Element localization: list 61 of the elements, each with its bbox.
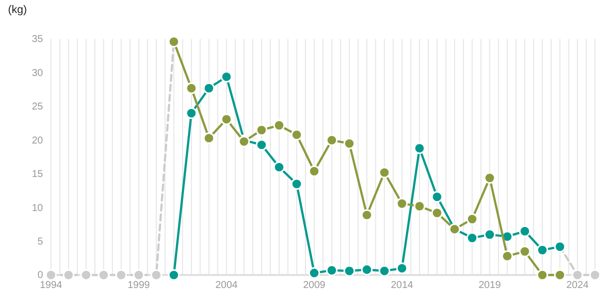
point xyxy=(396,262,408,274)
point xyxy=(361,264,373,276)
point xyxy=(536,244,548,256)
point xyxy=(132,269,145,281)
point xyxy=(45,269,57,281)
x-tick-label: 1999 xyxy=(128,280,150,292)
point xyxy=(378,166,390,178)
y-tick-label: 30 xyxy=(32,68,44,79)
point xyxy=(519,246,531,258)
point xyxy=(554,269,566,281)
point xyxy=(589,269,601,281)
point xyxy=(572,269,584,281)
y-tick-label: 35 xyxy=(32,34,44,46)
x-tick-label: 2014 xyxy=(390,280,414,292)
point xyxy=(220,113,232,126)
y-tick-label: 20 xyxy=(32,135,44,146)
point xyxy=(80,269,92,281)
point xyxy=(115,269,127,281)
point xyxy=(414,200,426,212)
point xyxy=(290,178,302,190)
point xyxy=(326,264,338,276)
point xyxy=(378,265,390,277)
point xyxy=(186,82,198,94)
point xyxy=(519,225,531,237)
point xyxy=(431,190,443,203)
point xyxy=(536,269,548,281)
point xyxy=(273,161,285,173)
point xyxy=(98,269,110,281)
x-tick-label: 2009 xyxy=(303,280,326,292)
point xyxy=(431,207,443,219)
point xyxy=(203,82,215,94)
point xyxy=(501,250,514,262)
point xyxy=(466,213,478,225)
point xyxy=(344,265,356,277)
point xyxy=(256,139,268,151)
point xyxy=(290,128,302,141)
x-tick-label: 2004 xyxy=(215,280,238,292)
point xyxy=(414,142,426,154)
point xyxy=(273,120,285,132)
y-tick-label: 0 xyxy=(37,270,44,282)
point xyxy=(220,70,232,83)
x-tick-label: 1994 xyxy=(40,280,63,292)
point xyxy=(344,138,356,150)
point xyxy=(484,228,496,240)
x-tick-label: 2019 xyxy=(478,280,502,292)
point xyxy=(361,209,373,221)
y-tick-label: 25 xyxy=(32,102,44,113)
y-tick-label: 5 xyxy=(37,236,44,248)
point xyxy=(466,232,478,244)
point xyxy=(203,132,215,144)
x-tick-label: 2024 xyxy=(566,280,590,292)
point xyxy=(150,269,162,281)
y-tick-label: 15 xyxy=(32,169,44,180)
point xyxy=(396,198,408,210)
point xyxy=(256,124,268,136)
point xyxy=(168,269,180,281)
point xyxy=(186,107,198,119)
point xyxy=(308,267,320,279)
point xyxy=(62,269,74,281)
y-axis-title: (kg) xyxy=(8,4,27,16)
y-tick-label: 10 xyxy=(32,202,44,214)
